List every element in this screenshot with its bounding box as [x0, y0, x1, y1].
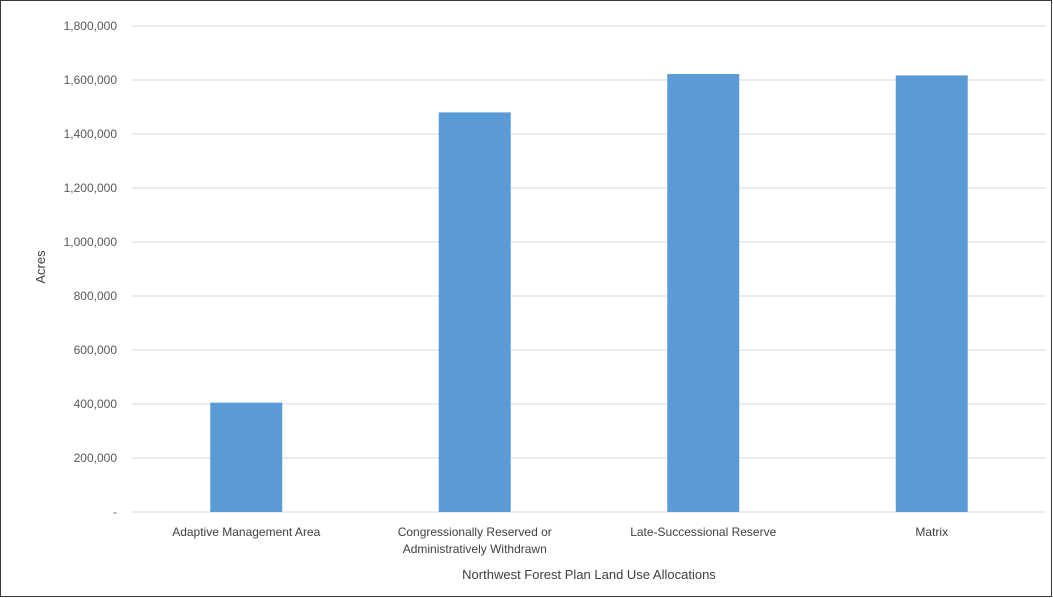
- x-axis-title: Northwest Forest Plan Land Use Allocatio…: [462, 567, 716, 582]
- bar: [895, 75, 968, 512]
- x-category-label: Matrix: [915, 525, 948, 539]
- bar: [210, 402, 283, 512]
- x-axis-categories: Adaptive Management Area Congressionally …: [172, 525, 948, 556]
- y-tick-label: 1,000,000: [64, 235, 118, 249]
- y-tick-label: 200,000: [74, 451, 118, 465]
- y-tick-label: 400,000: [74, 397, 118, 411]
- y-tick-label: 1,200,000: [64, 181, 118, 195]
- x-category-label: Late-Successional Reserve: [630, 525, 776, 539]
- y-axis-title: Acres: [33, 250, 48, 284]
- y-tick-label: 1,400,000: [64, 127, 118, 141]
- y-axis-ticks: - 200,000 400,000 600,000 800,000 1,000,000 1,…: [64, 19, 118, 519]
- y-tick-label: 1,800,000: [64, 19, 118, 33]
- gridlines: [132, 25, 1046, 513]
- x-category-label: Congressionally Reserved or Administrativ…: [398, 525, 552, 556]
- y-tick-label: 1,600,000: [64, 73, 118, 87]
- y-tick-label: -: [113, 505, 117, 519]
- bars: [210, 74, 968, 513]
- x-category-label: Adaptive Management Area: [172, 525, 320, 539]
- bar: [438, 112, 511, 513]
- y-tick-label: 600,000: [74, 343, 118, 357]
- y-tick-label: 800,000: [74, 289, 118, 303]
- bar: [667, 74, 740, 512]
